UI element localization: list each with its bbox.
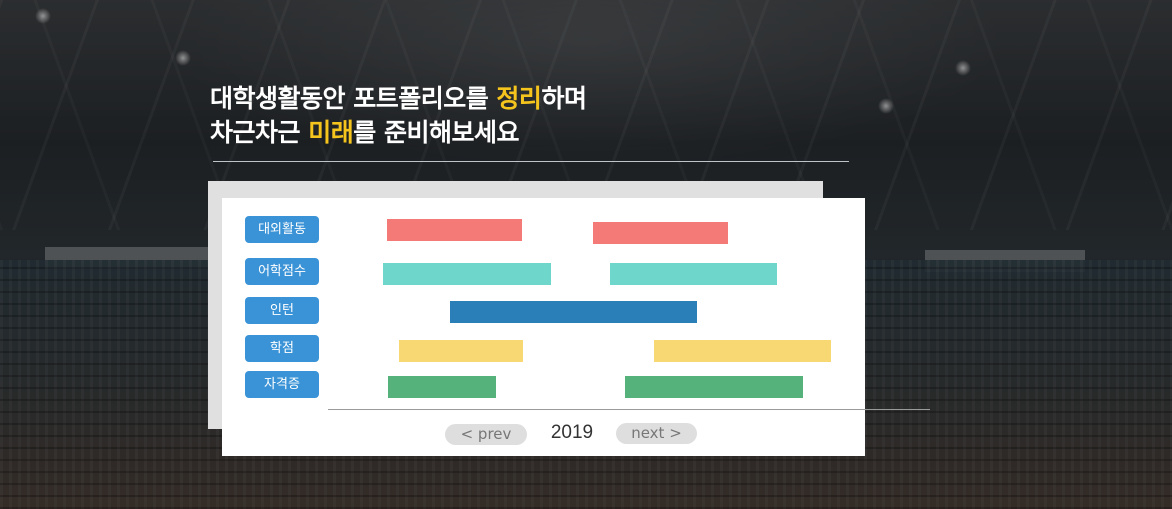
headline-line-1: 대학생활동안 포트폴리오를 정리하며 — [210, 82, 587, 116]
ceiling-light — [175, 50, 191, 66]
timeline-bar-intern[interactable] — [450, 301, 697, 323]
headline-highlight: 정리 — [496, 84, 542, 113]
headline-line-2: 차근차근 미래를 준비해보세요 — [210, 116, 586, 150]
headline: 대학생활동안 포트폴리오를 정리하며 차근차근 미래를 준비해보세요 — [210, 82, 587, 150]
prev-button[interactable]: < prev — [445, 424, 527, 445]
timeline-bar-certificate[interactable] — [388, 376, 496, 398]
category-label-intern: 인턴 — [245, 297, 319, 324]
timeline-bar-grade[interactable] — [399, 340, 523, 362]
category-label-certificate: 자격증 — [245, 371, 319, 398]
headline-text: 를 준비해보세요 — [353, 118, 519, 147]
headline-text: 대학생활동안 포트폴리오를 — [210, 84, 497, 113]
category-label-grade: 학점 — [245, 335, 319, 362]
timeline-axis — [328, 409, 930, 410]
next-button[interactable]: next > — [616, 423, 697, 444]
timeline-bar-activity[interactable] — [387, 219, 522, 241]
category-label-language: 어학점수 — [245, 258, 319, 285]
ceiling-light — [955, 60, 971, 76]
timeline-bar-certificate[interactable] — [625, 376, 803, 398]
timeline-bar-activity[interactable] — [593, 222, 728, 244]
headline-divider — [213, 161, 849, 162]
timeline-bar-language[interactable] — [383, 263, 551, 285]
headline-text: 차근차근 — [210, 118, 309, 147]
timeline-bar-language[interactable] — [610, 263, 777, 285]
timeline-bar-grade[interactable] — [654, 340, 831, 362]
headline-highlight: 미래 — [308, 118, 354, 147]
timeline-card: 대외활동 어학점수 인턴 학점 자격증 < prev 2019 next > — [222, 198, 930, 456]
category-label-activity: 대외활동 — [245, 216, 319, 243]
ceiling-light — [35, 8, 51, 24]
year-label: 2019 — [550, 422, 594, 443]
ceiling-light — [878, 98, 894, 114]
headline-text: 하며 — [541, 84, 587, 113]
